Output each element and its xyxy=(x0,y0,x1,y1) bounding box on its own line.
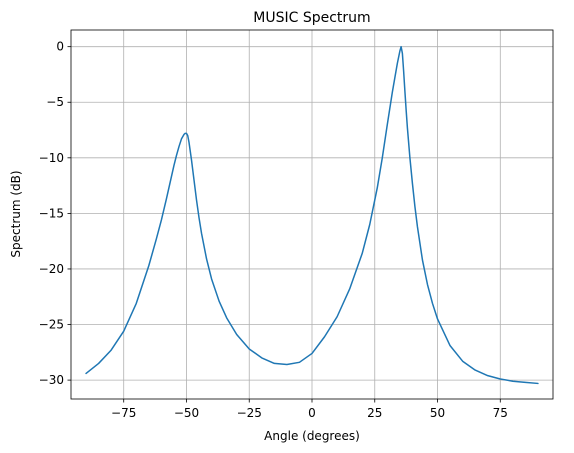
x-tick-label: 75 xyxy=(493,406,508,420)
x-tick-label: −50 xyxy=(174,406,199,420)
chart-title: MUSIC Spectrum xyxy=(253,10,370,26)
y-tick-label: 0 xyxy=(56,40,64,54)
x-tick-label: 25 xyxy=(367,406,382,420)
x-axis-label: Angle (degrees) xyxy=(264,429,360,443)
x-tick-label: 50 xyxy=(430,406,445,420)
series-layer xyxy=(85,45,539,385)
y-tick-label: −30 xyxy=(39,373,64,387)
x-axis: −75 −50 −25 0 25 50 75 xyxy=(111,399,508,420)
spectrum-line xyxy=(85,45,539,385)
y-tick-label: −10 xyxy=(39,151,64,165)
y-axis-label: Spectrum (dB) xyxy=(9,170,23,257)
x-tick-label: −25 xyxy=(237,406,262,420)
grid xyxy=(71,30,553,399)
x-tick-label: 0 xyxy=(308,406,316,420)
y-tick-label: −25 xyxy=(39,318,64,332)
y-tick-label: −5 xyxy=(46,95,64,109)
y-axis: 0 −5 −10 −15 −20 −25 −30 xyxy=(39,40,71,387)
y-tick-label: −15 xyxy=(39,206,64,220)
y-tick-label: −20 xyxy=(39,262,64,276)
x-tick-label: −75 xyxy=(111,406,136,420)
